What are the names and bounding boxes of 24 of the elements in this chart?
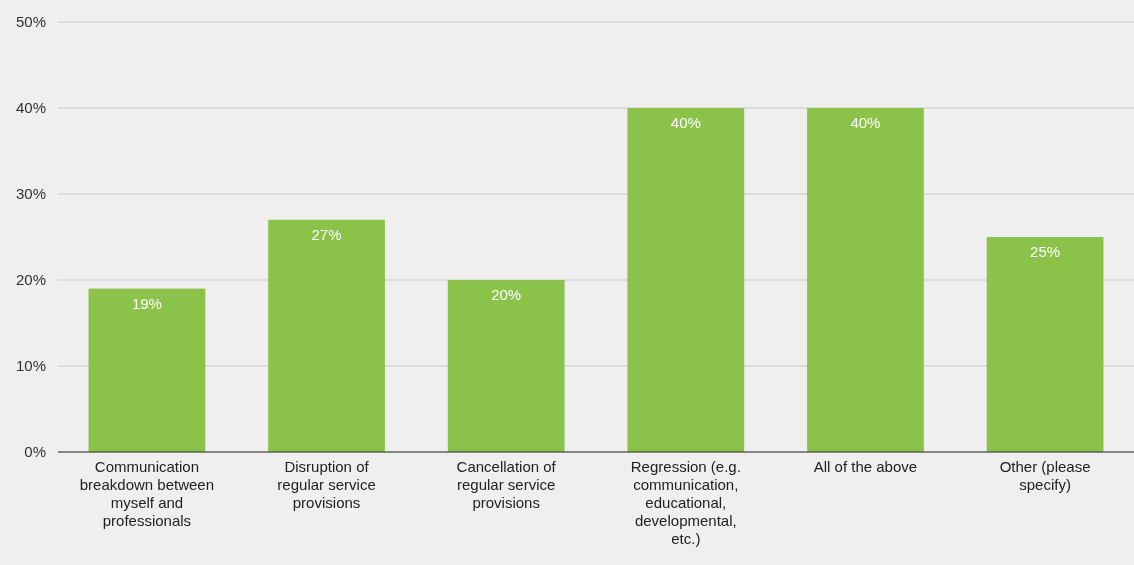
y-tick-label: 40% xyxy=(15,99,46,117)
bar xyxy=(986,237,1104,452)
x-tick-label: Cancellation of regular service provisions xyxy=(456,458,557,511)
bar xyxy=(807,108,924,452)
bar xyxy=(88,288,206,452)
bar xyxy=(627,108,745,452)
bar xyxy=(447,280,565,452)
x-tick-label: Other (please specify) xyxy=(999,458,1091,493)
data-label: 27% xyxy=(311,225,342,243)
x-tick-label: Regression (e.g. communication, educational, developmental, etc.) xyxy=(630,458,741,547)
data-label: 40% xyxy=(670,114,701,131)
data-label: 20% xyxy=(491,286,522,303)
y-tick-label: 30% xyxy=(15,185,46,203)
x-tick-label: Communication breakdown between myself and professionals xyxy=(79,458,215,529)
y-tick-label: 20% xyxy=(15,271,46,289)
y-tick-label: 0% xyxy=(24,443,46,461)
bar xyxy=(268,219,385,452)
x-tick-label: All of the above xyxy=(813,458,918,475)
data-label: 40% xyxy=(850,114,881,131)
x-tick-label: Disruption of regular service provisions xyxy=(277,458,376,511)
y-tick-label: 10% xyxy=(15,357,46,375)
data-label: 25% xyxy=(1030,243,1061,260)
y-tick-label: 50% xyxy=(15,13,46,31)
data-label: 19% xyxy=(131,294,162,312)
